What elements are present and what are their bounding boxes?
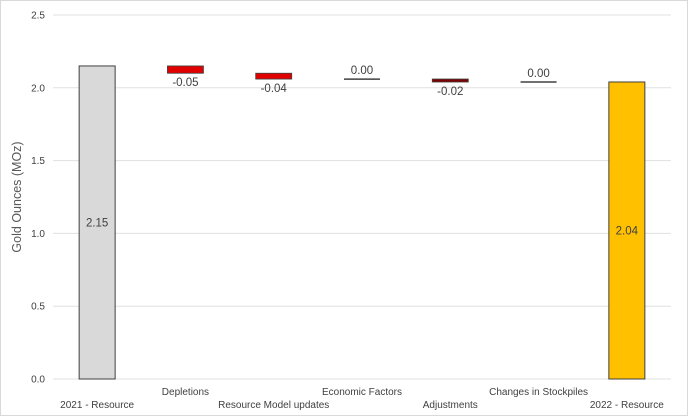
y-tick-label: 1.0 — [31, 229, 45, 240]
data-label: 0.00 — [527, 68, 549, 80]
y-tick-label: 0.0 — [31, 375, 45, 386]
data-labels: 2.15 -0.05 -0.04 0.00 -0.02 0.00 2.04 — [86, 65, 639, 237]
data-label: -0.02 — [437, 86, 463, 98]
y-tick-labels: 0.0 0.5 1.0 1.5 2.0 2.5 — [31, 11, 45, 386]
category-label: 2021 - Resource — [60, 400, 134, 411]
bar-change — [431, 78, 469, 83]
bar-change — [167, 65, 204, 74]
data-label: 2.04 — [616, 225, 639, 237]
bar-change — [255, 72, 293, 80]
category-label: Resource Model updates — [218, 400, 329, 411]
y-axis-label: Gold Ounces (MOz) — [10, 141, 24, 252]
category-labels: 2021 - Resource Depletions Resource Model … — [60, 387, 664, 411]
data-label: -0.05 — [172, 77, 198, 89]
data-label: 2.15 — [86, 217, 108, 229]
bar-total — [608, 81, 646, 380]
gridlines — [53, 14, 671, 380]
category-label: 2022 - Resource — [590, 400, 664, 411]
bars — [78, 65, 646, 380]
category-label: Depletions — [162, 387, 209, 398]
data-label: -0.04 — [261, 83, 288, 95]
bar-total — [78, 65, 116, 380]
category-label: Changes in Stockpiles — [489, 387, 588, 398]
y-tick-label: 1.5 — [31, 156, 45, 167]
y-tick-label: 2.0 — [31, 83, 45, 94]
y-tick-label: 2.5 — [31, 11, 45, 22]
y-tick-label: 0.5 — [31, 302, 45, 313]
category-label: Adjustments — [423, 400, 478, 411]
category-label: Economic Factors — [322, 387, 402, 398]
data-label: 0.00 — [351, 65, 373, 77]
